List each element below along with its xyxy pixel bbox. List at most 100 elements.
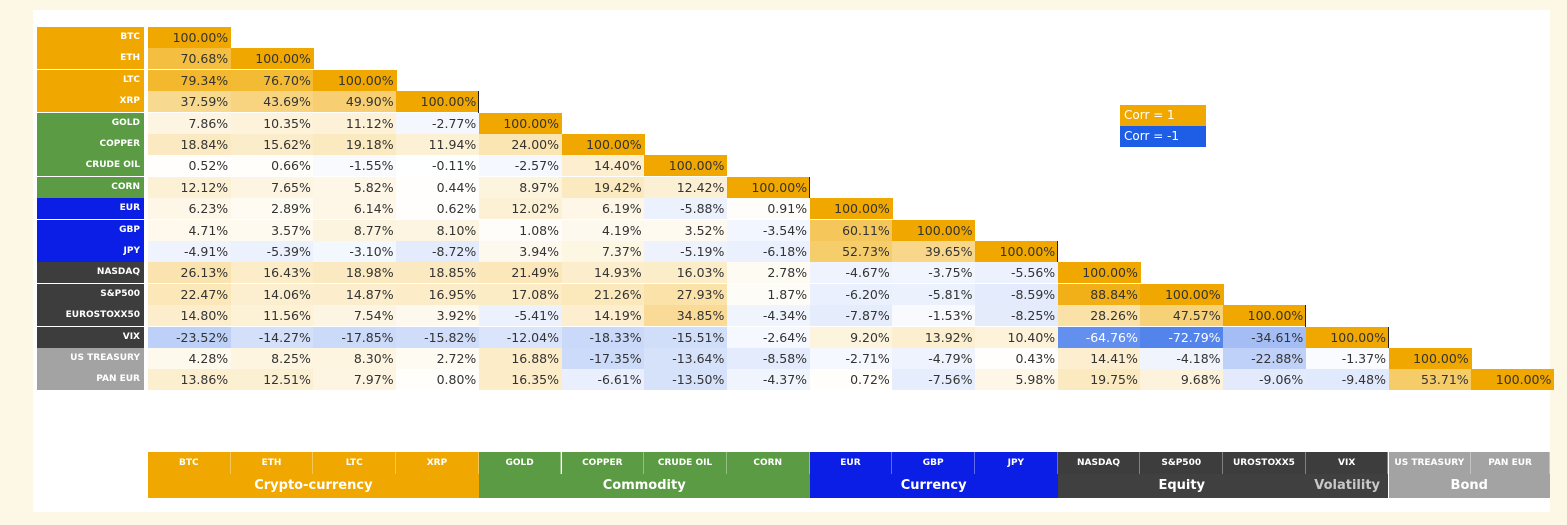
cell-pan-eur-btc: 13.86% bbox=[148, 369, 232, 391]
cell-jpy-eth: -5.39% bbox=[230, 241, 314, 262]
cell-sandp500-jpy: -8.59% bbox=[975, 283, 1059, 305]
cell-sandp500-xrp: 16.95% bbox=[396, 283, 480, 305]
correlation-panel: BTC 100.00% ETH 70.68% 100.00% LTC 79.34% 76.70… bbox=[33, 10, 1555, 512]
cell-pan-eur-jpy: 5.98% bbox=[975, 369, 1059, 391]
cell-nasdaq-eth: 16.43% bbox=[230, 262, 314, 284]
row-label-crude-oil: CRUDE OIL bbox=[37, 155, 144, 177]
cell-jpy-ltc: -3.10% bbox=[313, 241, 397, 262]
cell-ltc-ltc: 100.00% bbox=[313, 69, 397, 91]
cell-pan-eur-copper: -6.61% bbox=[561, 369, 645, 391]
correlation-matrix: BTC 100.00% ETH 70.68% 100.00% LTC 79.34% 76.70… bbox=[33, 10, 1555, 512]
cell-us-treasury-jpy: 0.43% bbox=[975, 348, 1059, 369]
cell-pan-eur-ltc: 7.97% bbox=[313, 369, 397, 391]
cell-pan-eur-eurostoxx50: -9.06% bbox=[1223, 369, 1307, 391]
cell-sandp500-sandp500: 100.00% bbox=[1140, 283, 1224, 305]
col-label-us-treasury: US TREASURY bbox=[1388, 452, 1472, 474]
cell-vix-vix: 100.00% bbox=[1305, 326, 1389, 348]
cell-sandp500-gbp: -5.81% bbox=[892, 283, 976, 305]
cell-vix-eurostoxx50: -34.61% bbox=[1223, 326, 1307, 348]
cell-eurostoxx50-ltc: 7.54% bbox=[313, 305, 397, 327]
cell-gold-xrp: -2.77% bbox=[396, 112, 480, 134]
col-label-vix: VIX bbox=[1305, 452, 1389, 474]
row-label-eurostoxx50: EUROSTOXX50 bbox=[37, 305, 144, 327]
cell-pan-eur-vix: -9.48% bbox=[1305, 369, 1389, 391]
cell-us-treasury-ltc: 8.30% bbox=[313, 348, 397, 369]
cell-xrp-btc: 37.59% bbox=[148, 91, 232, 113]
cell-us-treasury-us-treasury: 100.00% bbox=[1388, 348, 1472, 369]
row-label-nasdaq: NASDAQ bbox=[37, 262, 144, 284]
cell-pan-eur-eth: 12.51% bbox=[230, 369, 314, 391]
cell-vix-gold: -12.04% bbox=[478, 326, 562, 348]
col-label-urostoxx5: UROSTOXX5 bbox=[1223, 452, 1306, 474]
cell-crude-oil-eth: 0.66% bbox=[230, 155, 314, 177]
cell-corn-btc: 12.12% bbox=[148, 176, 232, 198]
cell-pan-eur-us-treasury: 53.71% bbox=[1388, 369, 1472, 391]
cell-jpy-crude-oil: -5.19% bbox=[644, 241, 728, 262]
group-label-bond: Bond bbox=[1388, 474, 1550, 498]
cell-eurostoxx50-crude-oil: 34.85% bbox=[644, 305, 728, 327]
cell-jpy-gold: 3.94% bbox=[478, 241, 562, 262]
cell-nasdaq-corn: 2.78% bbox=[726, 262, 811, 284]
cell-vix-btc: -23.52% bbox=[148, 326, 232, 348]
cell-nasdaq-eur: -4.67% bbox=[809, 262, 893, 284]
cell-pan-eur-sandp500: 9.68% bbox=[1140, 369, 1224, 391]
cell-eurostoxx50-eth: 11.56% bbox=[230, 305, 314, 327]
cell-copper-eth: 15.62% bbox=[230, 134, 314, 155]
legend-positive: Corr = 1 bbox=[1120, 105, 1206, 126]
cell-gold-gold: 100.00% bbox=[478, 112, 562, 134]
cell-us-treasury-gbp: -4.79% bbox=[892, 348, 976, 369]
cell-eur-crude-oil: -5.88% bbox=[644, 198, 728, 220]
cell-eur-copper: 6.19% bbox=[561, 198, 645, 220]
cell-jpy-eur: 52.73% bbox=[809, 241, 893, 262]
cell-eurostoxx50-gold: -5.41% bbox=[478, 305, 562, 327]
cell-eurostoxx50-corn: -4.34% bbox=[726, 305, 811, 327]
cell-pan-eur-nasdaq: 19.75% bbox=[1057, 369, 1141, 391]
row-label-xrp: XRP bbox=[37, 91, 144, 113]
cell-xrp-ltc: 49.90% bbox=[313, 91, 397, 113]
cell-copper-xrp: 11.94% bbox=[396, 134, 480, 155]
cell-nasdaq-crude-oil: 16.03% bbox=[644, 262, 728, 284]
cell-jpy-xrp: -8.72% bbox=[396, 241, 480, 262]
cell-gbp-btc: 4.71% bbox=[148, 219, 232, 241]
col-label-gbp: GBP bbox=[892, 452, 975, 474]
cell-nasdaq-gbp: -3.75% bbox=[892, 262, 976, 284]
legend-negative: Corr = -1 bbox=[1120, 126, 1206, 147]
cell-eurostoxx50-jpy: -8.25% bbox=[975, 305, 1059, 327]
row-label-copper: COPPER bbox=[37, 134, 144, 155]
cell-eurostoxx50-sandp500: 47.57% bbox=[1140, 305, 1224, 327]
cell-sandp500-eur: -6.20% bbox=[809, 283, 893, 305]
cell-vix-sandp500: -72.79% bbox=[1140, 326, 1224, 348]
row-label-ltc: LTC bbox=[37, 69, 144, 91]
cell-pan-eur-gbp: -7.56% bbox=[892, 369, 976, 391]
cell-jpy-gbp: 39.65% bbox=[892, 241, 976, 262]
cell-crude-oil-crude-oil: 100.00% bbox=[644, 155, 728, 177]
cell-sandp500-ltc: 14.87% bbox=[313, 283, 397, 305]
cell-vix-nasdaq: -64.76% bbox=[1057, 326, 1141, 348]
cell-crude-oil-copper: 14.40% bbox=[561, 155, 645, 177]
row-label-eth: ETH bbox=[37, 48, 144, 70]
cell-eur-corn: 0.91% bbox=[726, 198, 811, 220]
cell-nasdaq-copper: 14.93% bbox=[561, 262, 645, 284]
cell-us-treasury-corn: -8.58% bbox=[726, 348, 811, 369]
group-label-currency: Currency bbox=[809, 474, 1058, 498]
row-label-us-treasury: US TREASURY bbox=[37, 348, 144, 369]
col-label-eth: ETH bbox=[230, 452, 314, 474]
row-label-vix: VIX bbox=[37, 326, 144, 348]
cell-us-treasury-crude-oil: -13.64% bbox=[644, 348, 728, 369]
cell-us-treasury-copper: -17.35% bbox=[561, 348, 645, 369]
cell-eth-eth: 100.00% bbox=[230, 48, 314, 70]
cell-gbp-eur: 60.11% bbox=[809, 219, 893, 241]
cell-pan-eur-eur: 0.72% bbox=[809, 369, 893, 391]
cell-us-treasury-sandp500: -4.18% bbox=[1140, 348, 1224, 369]
cell-corn-corn: 100.00% bbox=[726, 176, 811, 198]
cell-nasdaq-xrp: 18.85% bbox=[396, 262, 480, 284]
cell-vix-eur: 9.20% bbox=[809, 326, 893, 348]
cell-eur-gold: 12.02% bbox=[478, 198, 562, 220]
row-label-eur: EUR bbox=[37, 198, 144, 220]
cell-eurostoxx50-xrp: 3.92% bbox=[396, 305, 480, 327]
cell-gold-btc: 7.86% bbox=[148, 112, 232, 134]
row-label-gold: GOLD bbox=[37, 112, 144, 134]
cell-sandp500-crude-oil: 27.93% bbox=[644, 283, 728, 305]
cell-vix-gbp: 13.92% bbox=[892, 326, 976, 348]
col-label-xrp: XRP bbox=[396, 452, 479, 474]
